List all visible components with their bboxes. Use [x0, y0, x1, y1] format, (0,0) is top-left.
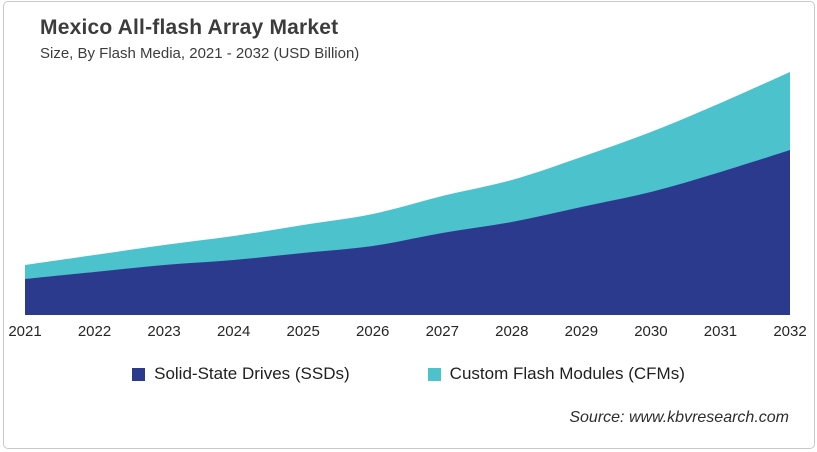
x-axis-label-2021: 2021	[8, 323, 42, 340]
ssd-legend-swatch-icon	[132, 367, 146, 381]
chart-subtitle: Size, By Flash Media, 2021 - 2032 (USD B…	[40, 45, 360, 62]
x-axis-label-2023: 2023	[147, 323, 181, 340]
x-axis-label-2029: 2029	[564, 323, 599, 340]
legend-item-cfm: Custom Flash Modules (CFMs)	[427, 364, 685, 384]
x-axis-label-2024: 2024	[216, 323, 251, 340]
x-axis-label-2031: 2031	[703, 323, 738, 340]
x-axis-label-2027: 2027	[425, 323, 459, 340]
x-axis-label-2026: 2026	[356, 323, 390, 340]
legend-label-ssd: Solid-State Drives (SSDs)	[154, 364, 350, 383]
chart-header: Mexico All-flash Array Market Size, By F…	[40, 16, 359, 62]
x-axis-label-2022: 2022	[77, 323, 112, 340]
ssd-area-series	[25, 150, 790, 315]
x-axis-label-2025: 2025	[286, 323, 320, 340]
chart-title: Mexico All-flash Array Market	[40, 16, 339, 39]
source-attribution: Source: www.kbvresearch.com	[569, 409, 789, 426]
legend-item-ssd: Solid-State Drives (SSDs)	[132, 364, 350, 384]
x-axis-label-2028: 2028	[495, 323, 529, 340]
legend-label-cfm: Custom Flash Modules (CFMs)	[449, 364, 685, 383]
x-axis-label-2030: 2030	[634, 323, 668, 340]
cfm-legend-swatch-icon	[427, 367, 441, 381]
x-axis: 2021 2022 2023 2024 2025 2026 2027 2028 2029 2030…	[0, 323, 817, 343]
x-axis-label-2032: 2032	[773, 323, 807, 340]
chart-legend: Solid-State Drives (SSDs) Custom Flash M…	[0, 364, 817, 384]
